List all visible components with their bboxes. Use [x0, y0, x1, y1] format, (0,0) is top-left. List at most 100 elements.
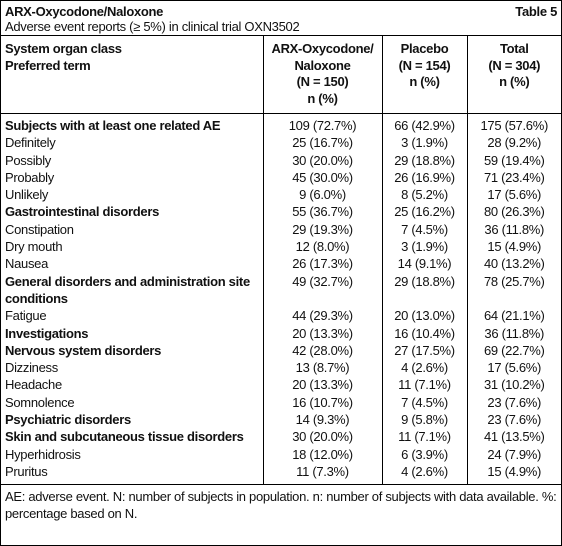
- cell: 26 (16.9%): [381, 168, 467, 187]
- row: Constipation 29 (19.3%) 7 (4.5%) 36 (11.8%): [1, 220, 561, 239]
- column-header: Total (N = 304) n (%): [466, 35, 561, 114]
- cell: 24 (7.9%): [466, 445, 561, 463]
- row: Nervous system disorders 42 (28.0%) 27 (17…: [1, 341, 561, 360]
- row-label: Definitely: [5, 135, 56, 151]
- row-label: Dry mouth: [5, 239, 63, 255]
- row-label: Somnolence: [5, 394, 75, 410]
- column-header: Placebo (N = 154) n (%): [381, 35, 467, 114]
- row-label: Pruritus: [5, 463, 48, 479]
- subtitle: Adverse event reports (≥ 5%) in clinical…: [5, 19, 300, 34]
- rule: [1, 484, 561, 485]
- header-line: Total: [499, 41, 529, 56]
- cell: 29 (18.8%): [381, 151, 467, 169]
- row-label: Psychiatric disorders: [5, 412, 131, 428]
- cell: 3 (1.9%): [381, 238, 467, 256]
- footnote: AE: adverse event. N: number of subjects…: [5, 489, 557, 521]
- cell: 20 (13.3%): [262, 376, 382, 394]
- title: ARX-Oxycodone/Naloxone: [5, 4, 164, 19]
- cell: 66 (42.9%): [381, 113, 467, 135]
- row: Gastrointestinal disorders 55 (36.7%) 25 (…: [1, 203, 561, 221]
- row: Fatigue 44 (29.3%) 20 (13.0%) 64 (21.1%): [1, 307, 561, 325]
- cell: 14 (9.3%): [262, 411, 382, 429]
- row: Skin and subcutaneous tissue disorders 30…: [1, 428, 561, 446]
- cell: 55 (36.7%): [262, 203, 382, 221]
- cell: 7 (4.5%): [381, 220, 467, 239]
- row: Unlikely 9 (6.0%) 8 (5.2%) 17 (5.6%): [1, 186, 561, 204]
- row: Somnolence 16 (10.7%) 7 (4.5%) 23 (7.6%): [1, 393, 561, 412]
- row-label: General disorders and administration sit…: [5, 273, 250, 306]
- cell: 71 (23.4%): [466, 168, 561, 187]
- cell: 15 (4.9%): [466, 462, 561, 485]
- cell: 11 (7.1%): [381, 428, 467, 446]
- cell: 12 (8.0%): [262, 238, 382, 256]
- cell: 36 (11.8%): [466, 220, 561, 239]
- cell: 26 (17.3%): [262, 255, 382, 273]
- cell: 7 (4.5%): [381, 393, 467, 412]
- cell: 41 (13.5%): [466, 428, 561, 446]
- header-line: Preferred term: [5, 57, 91, 73]
- row-label: Hyperhidrosis: [5, 446, 81, 462]
- header-line: n (%): [499, 74, 530, 89]
- cell: 9 (5.8%): [381, 411, 467, 429]
- row: Possibly 30 (20.0%) 29 (18.8%) 59 (19.4%): [1, 151, 561, 169]
- row-label: Headache: [5, 377, 62, 393]
- cell: 11 (7.3%): [262, 462, 382, 485]
- cell: 27 (17.5%): [381, 341, 467, 360]
- header-line: ARX-Oxycodone/: [271, 41, 374, 56]
- row-label: Constipation: [5, 221, 74, 237]
- header-line: (N = 154): [398, 57, 451, 73]
- row: General disorders and administration sit…: [1, 272, 561, 308]
- cell: 16 (10.4%): [381, 324, 467, 342]
- row: Nausea 26 (17.3%) 14 (9.1%) 40 (13.2%): [1, 255, 561, 273]
- cell: 40 (13.2%): [466, 255, 561, 273]
- row-label: Possibly: [5, 152, 52, 168]
- row: Investigations 20 (13.3%) 16 (10.4%) 36 (11…: [1, 324, 561, 342]
- cell: 15 (4.9%): [466, 238, 561, 256]
- row: Psychiatric disorders 14 (9.3%) 9 (5.8%) 23…: [1, 411, 561, 429]
- row-label: Gastrointestinal disorders: [5, 204, 160, 220]
- cell: 49 (32.7%): [262, 272, 382, 308]
- cell: 28 (9.2%): [466, 134, 561, 152]
- header-line: System organ class: [5, 41, 122, 56]
- row: Pruritus 11 (7.3%) 4 (2.6%) 15 (4.9%): [1, 462, 561, 485]
- row: Definitely 25 (16.7%) 3 (1.9%) 28 (9.2%): [1, 134, 561, 152]
- cell: 25 (16.2%): [381, 203, 467, 221]
- table: System organ class Preferred term ARX-Oxyc…: [1, 35, 561, 485]
- cell: 30 (20.0%): [262, 428, 382, 446]
- row-label: Nausea: [5, 256, 49, 272]
- cell: 20 (13.3%): [262, 324, 382, 342]
- row-label: Investigations: [5, 325, 89, 341]
- cell: 42 (28.0%): [262, 341, 382, 360]
- row: Dizziness 13 (8.7%) 4 (2.6%) 17 (5.6%): [1, 359, 561, 377]
- header-row: System organ class Preferred term ARX-Oxyc…: [1, 35, 561, 114]
- cell: 78 (25.7%): [466, 272, 561, 308]
- row: Hyperhidrosis 18 (12.0%) 6 (3.9%) 24 (7.9%): [1, 445, 561, 463]
- cell: 25 (16.7%): [262, 134, 382, 152]
- cell: 109 (72.7%): [262, 113, 382, 135]
- header-line: n (%): [307, 90, 338, 106]
- cell: 3 (1.9%): [381, 134, 467, 152]
- cell: 23 (7.6%): [466, 411, 561, 429]
- row-label: Nervous system disorders: [5, 342, 162, 358]
- cell: 17 (5.6%): [466, 359, 561, 377]
- cell: 45 (30.0%): [262, 168, 382, 187]
- row: Headache 20 (13.3%) 11 (7.1%) 31 (10.2%): [1, 376, 561, 394]
- cell: 13 (8.7%): [262, 359, 382, 377]
- cell: 80 (26.3%): [466, 203, 561, 221]
- row-label: Subjects with at least one related AE: [5, 118, 221, 133]
- header-line: n (%): [409, 74, 440, 89]
- cell: 4 (2.6%): [381, 462, 467, 485]
- cell: 36 (11.8%): [466, 324, 561, 342]
- cell: 44 (29.3%): [262, 307, 382, 325]
- row-label: Dizziness: [5, 360, 58, 376]
- cell: 29 (18.8%): [381, 272, 467, 308]
- cell: 9 (6.0%): [262, 186, 382, 204]
- cell: 18 (12.0%): [262, 445, 382, 463]
- row-label: Probably: [5, 169, 54, 185]
- cell: 17 (5.6%): [466, 186, 561, 204]
- cell: 69 (22.7%): [466, 341, 561, 360]
- cell: 6 (3.9%): [381, 445, 467, 463]
- header-line: (N = 304): [488, 57, 541, 73]
- header-line: (N = 150): [296, 74, 349, 89]
